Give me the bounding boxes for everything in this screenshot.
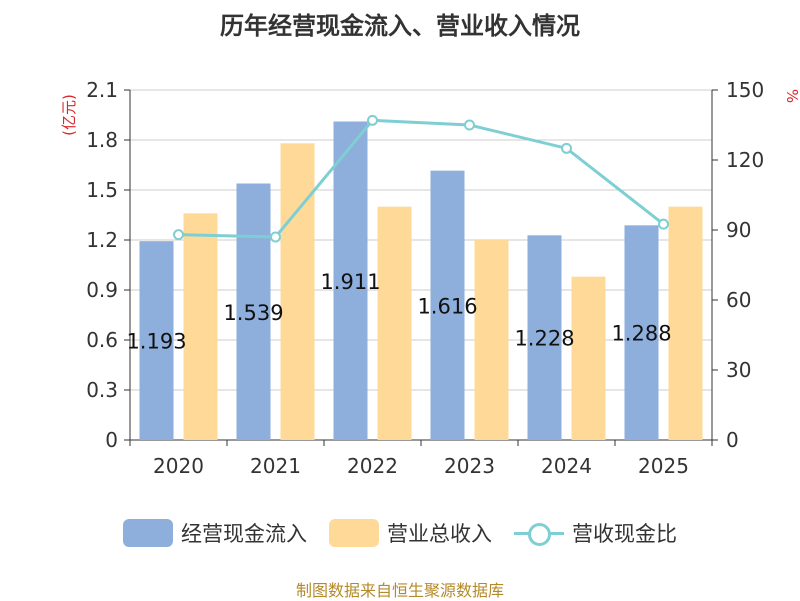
- bar-revenue: [474, 240, 509, 440]
- bar-revenue: [280, 143, 315, 441]
- bar-cash-inflow: [333, 121, 368, 440]
- x-tick-label: 2024: [541, 454, 592, 478]
- y-left-tick-label: 1.8: [86, 128, 118, 152]
- chart-legend: 经营现金流入 营业总收入 营收现金比: [0, 518, 800, 548]
- legend-swatch-cash-inflow: [123, 519, 173, 547]
- x-tick-label: 2023: [444, 454, 495, 478]
- bar-revenue: [183, 213, 218, 440]
- bar-cash-inflow: [236, 183, 271, 440]
- point-ratio: [173, 229, 184, 241]
- y-left-tick-label: 1.2: [86, 228, 118, 252]
- x-tick-label: 2025: [638, 454, 689, 478]
- legend-item-ratio[interactable]: 营收现金比: [514, 518, 677, 548]
- footer-source: 制图数据来自恒生聚源数据库: [295, 581, 504, 600]
- legend-item-revenue[interactable]: 营业总收入: [329, 518, 492, 548]
- bar-cash-inflow: [139, 241, 174, 440]
- y-right-tick-label: 30: [726, 358, 751, 382]
- y-right-tick-label: 90: [726, 218, 751, 242]
- point-ratio: [464, 119, 475, 131]
- data-label-cash-inflow: 1.228: [514, 327, 574, 351]
- legend-label-revenue: 营业总收入: [387, 522, 492, 546]
- y-right-axis-label: %: [783, 89, 800, 103]
- point-ratio: [367, 114, 378, 126]
- y-right-tick-label: 60: [726, 288, 751, 312]
- legend-swatch-revenue: [329, 519, 379, 547]
- legend-swatch-ratio: [514, 519, 564, 547]
- y-left-tick-label: 0.9: [86, 278, 118, 302]
- y-left-tick-label: 0: [105, 428, 118, 452]
- point-ratio: [658, 218, 669, 230]
- legend-item-cash-inflow[interactable]: 经营现金流入: [123, 518, 307, 548]
- data-label-cash-inflow: 1.616: [417, 294, 477, 318]
- y-right-tick-label: 120: [726, 148, 764, 172]
- y-left-tick-label: 1.5: [86, 178, 118, 202]
- data-label-cash-inflow: 1.911: [320, 270, 380, 294]
- bar-revenue: [571, 276, 606, 440]
- legend-label-cash-inflow: 经营现金流入: [181, 522, 307, 546]
- bar-revenue: [377, 206, 412, 440]
- x-tick-label: 2020: [153, 454, 204, 478]
- data-label-cash-inflow: 1.193: [126, 330, 186, 354]
- bar-cash-inflow: [527, 235, 562, 440]
- x-tick-label: 2022: [347, 454, 398, 478]
- bar-revenue: [668, 206, 703, 440]
- point-ratio: [561, 142, 572, 154]
- y-right-tick-label: 150: [726, 78, 764, 102]
- bar-cash-inflow: [430, 170, 465, 440]
- y-left-tick-label: 2.1: [86, 78, 118, 102]
- point-ratio: [270, 231, 281, 243]
- y-left-tick-label: 0.3: [86, 378, 118, 402]
- data-label-cash-inflow: 1.539: [223, 301, 283, 325]
- chart-title: 历年经营现金流入、营业收入情况: [220, 12, 580, 40]
- y-right-tick-label: 0: [726, 428, 739, 452]
- data-label-cash-inflow: 1.288: [611, 322, 671, 346]
- y-left-tick-label: 0.6: [86, 328, 118, 352]
- bar-cash-inflow: [624, 225, 659, 440]
- line-ratio: [178, 118, 665, 239]
- y-left-axis-label: (亿元): [60, 94, 78, 136]
- legend-label-ratio: 营收现金比: [572, 522, 677, 546]
- x-tick-label: 2021: [250, 454, 301, 478]
